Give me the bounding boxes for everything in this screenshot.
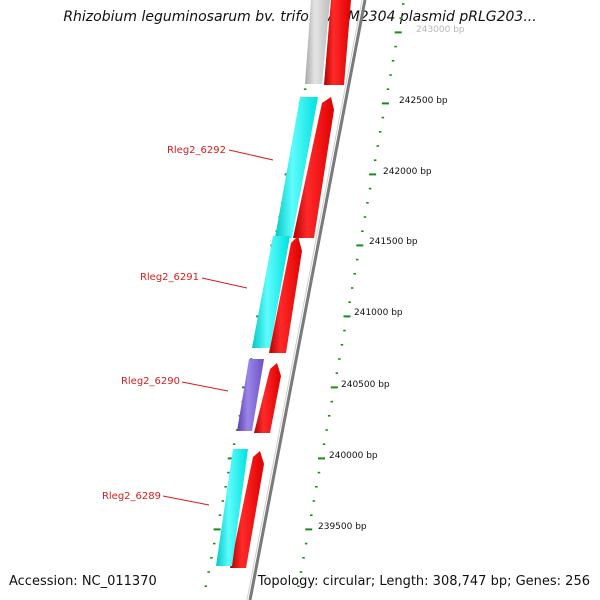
scale-label-241500: 241500 bp [369,237,418,247]
scale-label-242500: 242500 bp [399,96,448,106]
backbone-line [248,0,367,600]
gene-forward-2[interactable] [293,97,334,238]
backbone-highlight [246,0,363,600]
topology-summary: Topology: circular; Length: 308,747 bp; … [257,574,590,589]
gene-other-grey[interactable] [305,0,330,84]
gene-label-6289[interactable]: Rleg2_6289 [102,491,161,502]
gene-rleg2-6292[interactable] [275,97,318,238]
scale-label-241000: 241000 bp [354,308,403,318]
scale-label-240500: 240500 bp [341,380,390,390]
gene-label-6291[interactable]: Rleg2_6291 [140,272,199,283]
scale-label-242000: 242000 bp [383,167,432,177]
gene-label-6290[interactable]: Rleg2_6290 [121,376,180,387]
gene-forward-1[interactable] [324,0,351,85]
gene-rleg2-6291[interactable] [252,236,290,348]
gene-rleg2-6290[interactable] [237,359,264,431]
map-title: Rhizobium leguminosarum bv. trifolii WSM… [63,9,537,25]
scale-ticks-outer [297,3,405,588]
gene-forward-4[interactable] [254,363,281,433]
accession-text: Accession: NC_011370 [9,574,157,589]
gene-forward-3[interactable] [269,236,302,353]
scale-label-240000: 240000 bp [329,451,378,461]
label-connector-6289 [162,495,210,506]
label-connector-6290 [181,381,229,392]
gene-rleg2-6289[interactable] [216,449,248,566]
gene-label-6292[interactable]: Rleg2_6292 [167,145,226,156]
label-connector-6291 [201,277,248,289]
scale-label-239500: 239500 bp [318,522,367,532]
label-connector-6292 [228,149,274,161]
gene-forward-5[interactable] [230,451,264,568]
scale-label-243000: 243000 bp [416,25,465,35]
